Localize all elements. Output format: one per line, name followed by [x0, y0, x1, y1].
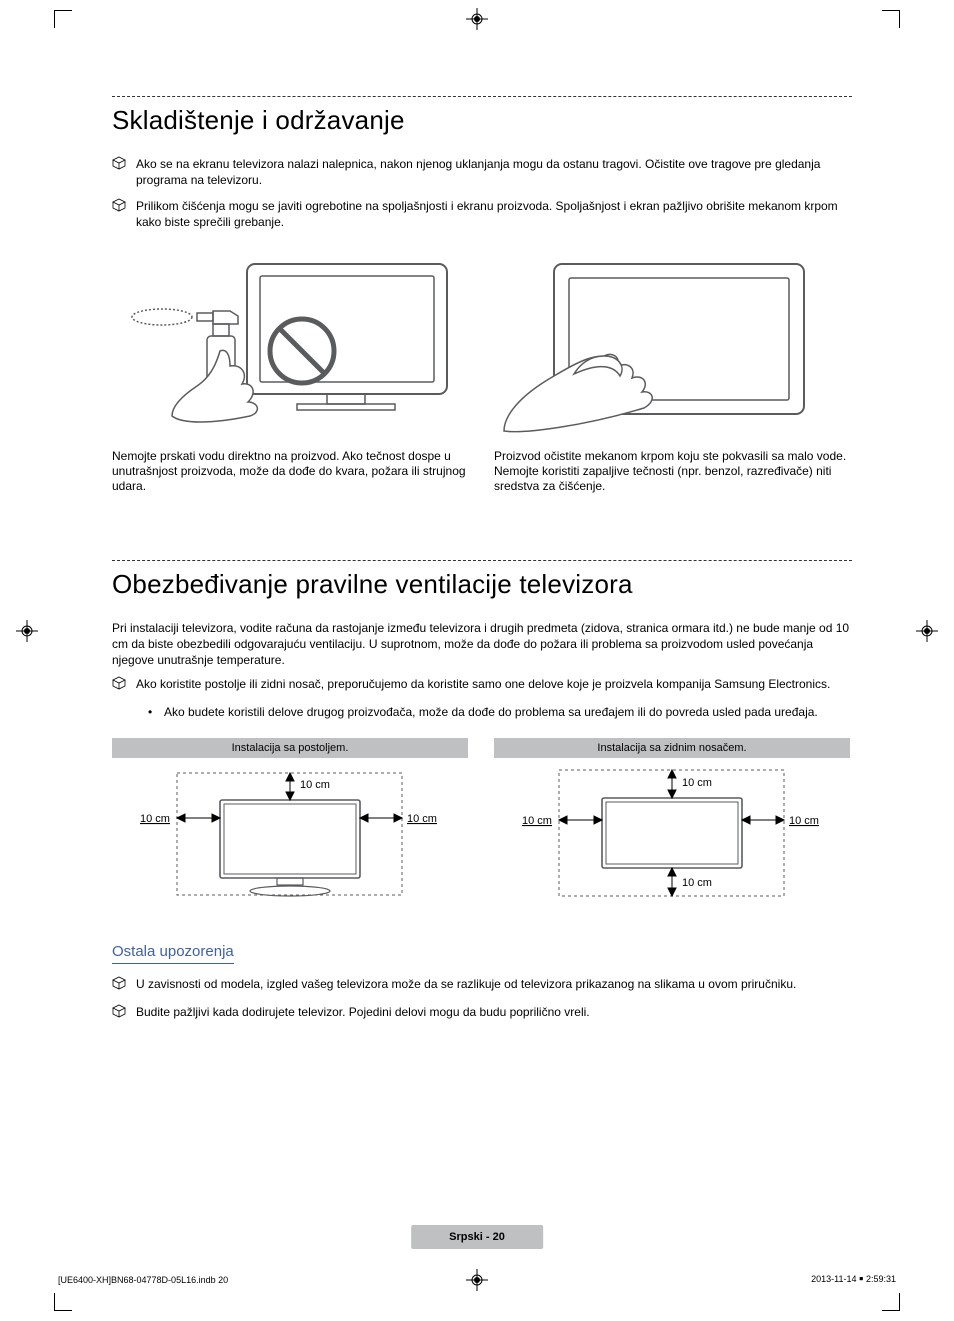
note-text: Budite pažljivi kada dodirujete televizo…	[136, 1004, 590, 1020]
page-content: Skladištenje i održavanje Ako se na ekra…	[112, 96, 852, 1032]
registration-mark-icon	[466, 8, 488, 30]
wipe-illustration	[494, 256, 850, 436]
install-stand: Instalacija sa postoljem. 10 cm	[112, 738, 468, 913]
note-icon	[112, 676, 132, 694]
subsection: Ostala upozorenja	[112, 913, 852, 976]
wall-diagram: 10 cm 10 cm 10 cm 10 cm	[494, 758, 850, 908]
section-title: Obezbeđivanje pravilne ventilacije telev…	[112, 569, 852, 600]
no-spray-illustration	[112, 256, 468, 436]
note-item: Ako koristite postolje ili zidni nosač, …	[112, 676, 852, 694]
label: 10 cm	[407, 813, 437, 825]
label: 10 cm	[522, 815, 552, 827]
label: 10 cm	[789, 815, 819, 827]
rule	[112, 560, 852, 561]
rule	[112, 96, 852, 97]
paragraph: Pri instalaciji televizora, vodite račun…	[112, 620, 852, 668]
note-item: Budite pažljivi kada dodirujete televizo…	[112, 1004, 852, 1022]
install-row: Instalacija sa postoljem. 10 cm	[112, 738, 852, 913]
note-text: U zavisnosti od modela, izgled vašeg tel…	[136, 976, 796, 992]
note-icon	[112, 976, 132, 994]
page: Skladištenje i održavanje Ako se na ekra…	[0, 0, 954, 1321]
indb-path: [UE6400-XH]BN68-04778D-05L16.indb 20	[58, 1275, 228, 1285]
note-item: U zavisnosti od modela, izgled vašeg tel…	[112, 976, 852, 994]
note-item: Ako se na ekranu televizora nalazi nalep…	[112, 156, 852, 188]
note-icon	[112, 1004, 132, 1022]
label: 10 cm	[682, 777, 712, 789]
crop-mark	[882, 1293, 900, 1311]
page-footer-pill: Srpski - 20	[411, 1225, 543, 1249]
bullet-item: Ako budete koristili delove drugog proiz…	[148, 704, 852, 720]
subsection-title: Ostala upozorenja	[112, 943, 234, 964]
label: 10 cm	[300, 779, 330, 791]
figure-caption: Nemojte prskati vodu direktno na proizvo…	[112, 449, 468, 494]
note-text: Ako koristite postolje ili zidni nosač, …	[136, 676, 830, 692]
stand-diagram: 10 cm 10 cm 10 cm	[112, 758, 468, 908]
crop-mark	[882, 10, 900, 28]
note-icon	[112, 198, 132, 216]
registration-mark-icon	[466, 1269, 488, 1291]
figure: Nemojte prskati vodu direktno na proizvo…	[112, 256, 468, 494]
registration-mark-icon	[16, 620, 38, 642]
crop-mark	[54, 1293, 72, 1311]
note-item: Prilikom čišćenja mogu se javiti ogrebot…	[112, 198, 852, 230]
figure-caption: Proizvod očistite mekanom krpom koju ste…	[494, 449, 850, 494]
crop-mark	[54, 10, 72, 28]
install-wall: Instalacija sa zidnim nosačem. 10 cm 10 …	[494, 738, 850, 913]
figure: Proizvod očistite mekanom krpom koju ste…	[494, 256, 850, 494]
section-title: Skladištenje i održavanje	[112, 105, 852, 136]
note-text: Ako se na ekranu televizora nalazi nalep…	[136, 156, 852, 188]
label: 10 cm	[682, 877, 712, 889]
bullet-text: Ako budete koristili delove drugog proiz…	[164, 704, 818, 720]
note-text: Prilikom čišćenja mogu se javiti ogrebot…	[136, 198, 852, 230]
registration-mark-icon	[916, 620, 938, 642]
install-header: Instalacija sa zidnim nosačem.	[494, 738, 850, 758]
install-header: Instalacija sa postoljem.	[112, 738, 468, 758]
timestamp: 2013-11-14 ￭ 2:59:31	[811, 1272, 896, 1285]
label: 10 cm	[140, 813, 170, 825]
note-icon	[112, 156, 132, 174]
figure-row: Nemojte prskati vodu direktno na proizvo…	[112, 256, 852, 494]
